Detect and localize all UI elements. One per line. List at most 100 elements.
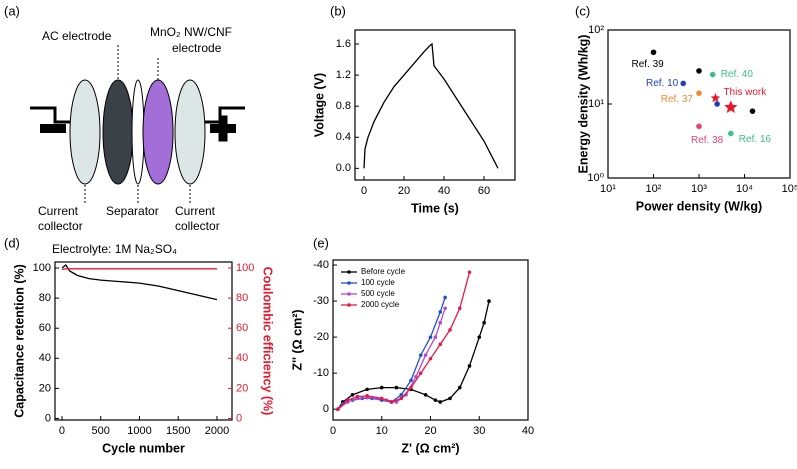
y-axis-title: Capacitance retention (%) [12, 264, 26, 418]
data-point [355, 394, 360, 399]
minus-sign [40, 124, 66, 133]
x-axis-title: Z' (Ω cm²) [401, 441, 459, 455]
data-point [457, 385, 462, 390]
legend-label: 100 cycle [361, 278, 395, 287]
data-point [409, 385, 413, 390]
data-point [389, 400, 394, 404]
y-tick-label: 0.4 [336, 131, 351, 143]
separator-disc [131, 79, 145, 185]
legend-swatch [347, 281, 351, 285]
diagram-label: electrode [172, 41, 222, 55]
chart: (b) 0 20 40 60 0.0 0.4 0.8 1.2 1.6 Time (s) Voltage… [312, 3, 516, 215]
data-point [448, 328, 452, 332]
x-tick-label: 0 [361, 185, 367, 197]
data-point [696, 123, 702, 130]
data-point [467, 270, 472, 275]
point-label: Ref. 16 [739, 134, 772, 145]
data-line [337, 300, 490, 410]
y2-tick-label: 80 [236, 292, 248, 304]
data-point [728, 130, 734, 137]
wire [30, 106, 75, 124]
y-tick-label: 0 [323, 403, 329, 415]
x-tick-label: 40 [438, 185, 450, 197]
legend-swatch [347, 303, 351, 307]
data-point [428, 356, 433, 361]
legend-label: Before cycle [361, 267, 406, 276]
y2-tick-label: 40 [236, 352, 248, 364]
data-point [418, 353, 423, 357]
ac-disc [102, 79, 134, 185]
x-tick-label: 40 [522, 425, 534, 437]
y-tick-label: 10¹ [588, 98, 604, 110]
point-label: Ref. 37 [661, 94, 694, 105]
data-line [61, 268, 217, 271]
data-point [443, 295, 447, 300]
data-point [709, 71, 716, 78]
x-tick-label: 30 [473, 425, 485, 437]
plus-sign [218, 115, 228, 142]
plot-frame [354, 29, 516, 181]
x-axis-title: Cycle number [102, 441, 185, 455]
data-point [467, 364, 472, 368]
x-tick-label: 10² [646, 183, 662, 195]
y2-tick-label: 20 [236, 382, 248, 394]
data-point [438, 342, 443, 347]
x-tick-label: 10⁵ [782, 183, 797, 195]
x-tick-label: 60 [478, 185, 490, 197]
y-tick-label: 0 [45, 412, 51, 424]
data-point [710, 93, 721, 103]
y2-tick-label: 60 [236, 322, 248, 334]
point-label: Ref. 38 [691, 135, 724, 146]
y-tick-label: 1.6 [336, 38, 351, 50]
data-point [345, 398, 350, 402]
wire [200, 106, 245, 124]
data-point [696, 90, 702, 96]
data-point [680, 80, 687, 87]
data-point [414, 374, 418, 379]
x-tick-label: 0 [59, 425, 65, 437]
point-label: Ref. 39 [632, 59, 665, 70]
data-point [457, 306, 462, 311]
legend-swatch [347, 270, 351, 274]
diagram-label: Current [38, 204, 79, 218]
data-line [337, 297, 446, 410]
panel-label: (b) [330, 3, 346, 18]
data-point [433, 398, 438, 402]
collector-disc [174, 79, 206, 185]
panel-label: (a) [4, 3, 20, 18]
data-point [477, 335, 482, 339]
y-tick-label: 40 [39, 352, 51, 364]
legend-label: 2000 cycle [361, 300, 400, 309]
data-point [438, 320, 443, 325]
data-point [487, 299, 491, 303]
y-tick-label: -30 [313, 295, 329, 307]
diagram-label: collector [38, 219, 83, 233]
y-axis-title: Energy density (Wh/kg) [576, 35, 590, 174]
chart: (e) 0 10 20 30 40 0 -10 -20 -30 -40 Z' (Ω cm²) Z'' (… [290, 235, 534, 455]
point-label: This work [723, 87, 767, 98]
mno2-disc [142, 79, 174, 185]
plot-frame [607, 29, 791, 179]
x-tick-label: 10¹ [600, 183, 616, 195]
data-line [363, 42, 499, 169]
data-point [482, 320, 486, 325]
y-tick-label: 80 [39, 292, 51, 304]
plot-frame [54, 261, 233, 421]
point-label: Ref. 10 [646, 78, 679, 89]
data-point [428, 335, 433, 339]
data-point [724, 100, 738, 113]
y-axis-title: Z'' (Ω cm²) [290, 309, 304, 370]
data-point [714, 101, 720, 107]
y2-tick-label: 0 [236, 412, 242, 424]
data-point [438, 400, 443, 404]
panel-label: (c) [575, 3, 590, 18]
x-tick-label: 20 [398, 185, 410, 197]
diagram-label: AC electrode [42, 29, 112, 43]
data-point [650, 49, 657, 56]
data-point [336, 407, 340, 411]
x-axis-title: Time (s) [411, 201, 459, 215]
legend-label: 500 cycle [361, 289, 395, 298]
diagram: (a) AC electrode MnO₂ NW/CNF electrode C… [4, 3, 245, 256]
data-point [379, 385, 384, 390]
